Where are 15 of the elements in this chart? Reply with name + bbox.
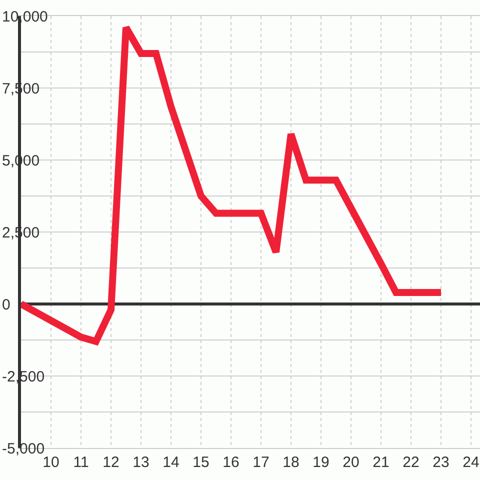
x-tick-label: 24 — [462, 454, 480, 471]
x-tick-label: 14 — [162, 454, 180, 471]
x-tick-label: 19 — [312, 454, 330, 471]
x-tick-label: 13 — [132, 454, 150, 471]
x-tick-label: 10 — [42, 454, 60, 471]
x-tick-label: 21 — [372, 454, 390, 471]
x-tick-label: 20 — [342, 454, 360, 471]
x-tick-label: 16 — [222, 454, 240, 471]
x-tick-label: 12 — [102, 454, 120, 471]
x-tick-label: 15 — [192, 454, 210, 471]
x-tick-label: 18 — [282, 454, 300, 471]
x-tick-label: 17 — [252, 454, 270, 471]
x-tick-label: 22 — [402, 454, 420, 471]
x-tick-label: 11 — [73, 454, 89, 471]
x-tick-label: 23 — [432, 454, 450, 471]
